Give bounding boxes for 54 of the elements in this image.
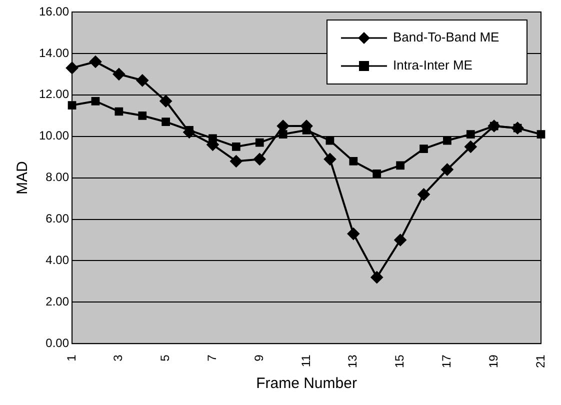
point bbox=[255, 138, 264, 147]
point bbox=[160, 95, 172, 108]
y-tick-label: 16.00 bbox=[39, 4, 70, 18]
point bbox=[230, 155, 242, 168]
point bbox=[162, 118, 170, 126]
point bbox=[66, 62, 78, 74]
x-tick-label: 5 bbox=[158, 354, 172, 362]
point bbox=[418, 188, 430, 200]
y-tick-label: 2.00 bbox=[46, 294, 70, 309]
y-tick-label: 8.00 bbox=[46, 170, 70, 184]
x-tick-label: 17 bbox=[440, 354, 454, 368]
point bbox=[254, 153, 266, 166]
point bbox=[89, 56, 102, 68]
y-tick-label: 12.00 bbox=[39, 87, 70, 102]
point bbox=[114, 107, 124, 116]
x-tick-label: 1 bbox=[64, 354, 78, 362]
x-tick-label: 9 bbox=[252, 354, 266, 362]
x-tick-label: 13 bbox=[346, 354, 360, 368]
point bbox=[372, 170, 382, 178]
x-tick-label: 21 bbox=[533, 354, 548, 368]
point bbox=[394, 234, 406, 246]
y-tick-label: 10.00 bbox=[39, 128, 70, 143]
y-tick-label: 0.00 bbox=[46, 336, 70, 350]
y-tick-label: 14.00 bbox=[39, 46, 70, 60]
point bbox=[466, 130, 475, 138]
point bbox=[138, 111, 147, 120]
point bbox=[370, 271, 383, 284]
legend-label: Intra-Inter ME bbox=[393, 58, 473, 73]
x-tick-label: 15 bbox=[392, 354, 407, 368]
point bbox=[232, 142, 240, 151]
point bbox=[136, 74, 148, 86]
point bbox=[347, 228, 360, 240]
x-tick-label: 19 bbox=[486, 354, 500, 368]
point bbox=[183, 126, 196, 138]
point bbox=[396, 161, 404, 170]
point bbox=[420, 144, 428, 153]
y-axis-title: MAD bbox=[14, 161, 32, 194]
x-axis-title: Frame Number bbox=[256, 375, 357, 392]
x-tick-label: 11 bbox=[298, 354, 313, 368]
x-tick-label: 3 bbox=[111, 354, 126, 362]
point bbox=[349, 157, 358, 166]
y-tick-label: 6.00 bbox=[46, 212, 70, 226]
legend-label: Band-To-Band ME bbox=[393, 30, 500, 45]
point bbox=[443, 136, 452, 145]
point bbox=[464, 140, 477, 153]
point bbox=[112, 68, 125, 80]
point bbox=[324, 153, 336, 166]
point bbox=[326, 136, 334, 145]
point bbox=[68, 101, 76, 110]
x-tick-label: 7 bbox=[205, 354, 220, 362]
point bbox=[536, 130, 546, 138]
point bbox=[91, 96, 100, 106]
y-tick-label: 4.00 bbox=[46, 253, 70, 268]
point bbox=[441, 164, 454, 176]
